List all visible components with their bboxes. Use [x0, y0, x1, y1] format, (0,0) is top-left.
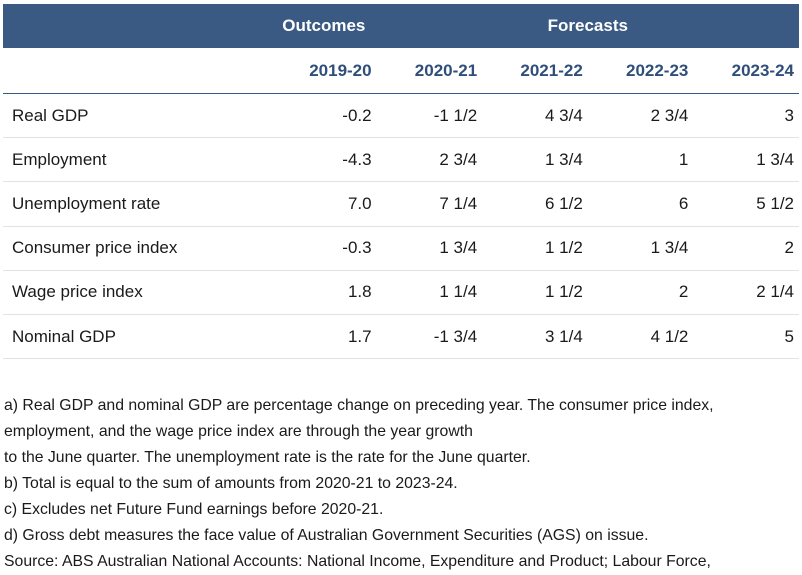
row-label: Consumer price index [3, 226, 271, 271]
table-cell: 1 1/2 [482, 226, 588, 271]
year-header-2020-21: 2020-21 [376, 48, 483, 94]
year-header-2019-20: 2019-20 [271, 48, 377, 94]
table-cell: 3 1/4 [482, 314, 588, 360]
table-cell: 4 1/2 [587, 314, 694, 360]
table-cell: -1 3/4 [376, 314, 483, 360]
source-note: Source: ABS Australian National Accounts… [4, 553, 711, 570]
table-cell: 2 3/4 [376, 137, 483, 183]
year-header-row: 2019-20 2020-21 2021-22 2022-23 2023-24 [3, 48, 799, 94]
table-cell: 2 [587, 270, 694, 315]
footnote-d: d) Gross debt measures the face value of… [4, 527, 649, 544]
table-cell: 1 3/4 [376, 226, 483, 271]
table-cell: 2 3/4 [587, 93, 694, 139]
table-cell: -1 1/2 [376, 93, 483, 139]
table-row: Employment -4.3 2 3/4 1 3/4 1 1 3/4 [3, 137, 799, 183]
table-row: Nominal GDP 1.7 -1 3/4 3 1/4 4 1/2 5 [3, 314, 799, 360]
footnote-a-line-3: to the June quarter. The unemployment ra… [4, 449, 531, 466]
table-cell: 1.7 [271, 314, 377, 360]
table-cell: -0.2 [271, 93, 377, 139]
row-label: Employment [3, 137, 271, 183]
table-cell: 7 1/4 [376, 181, 483, 227]
economic-parameters-table-container: Outcomes Forecasts 2019-20 2020-21 2021-… [3, 4, 799, 360]
economic-parameters-table: Outcomes Forecasts 2019-20 2020-21 2021-… [3, 4, 799, 360]
table-cell: 7.0 [271, 181, 377, 227]
table-cell: 1 [587, 137, 694, 183]
row-label: Unemployment rate [3, 181, 271, 227]
group-header-blank [3, 4, 271, 48]
column-group-header-row: Outcomes Forecasts [3, 4, 799, 48]
footnote-c: c) Excludes net Future Fund earnings bef… [4, 501, 384, 518]
table-cell: 1 3/4 [587, 226, 694, 271]
table-cell: 5 1/2 [693, 181, 799, 227]
year-header-2021-22: 2021-22 [482, 48, 588, 94]
table-cell: 2 [693, 226, 799, 271]
table-cell: -0.3 [271, 226, 377, 271]
table-row: Real GDP -0.2 -1 1/2 4 3/4 2 3/4 3 [3, 93, 799, 139]
outcomes-group-header: Outcomes [271, 4, 377, 48]
table-row: Wage price index 1.8 1 1/4 1 1/2 2 2 1/4 [3, 270, 799, 315]
table-footnotes: a) Real GDP and nominal GDP are percenta… [4, 393, 800, 575]
table-cell: 4 3/4 [482, 93, 588, 139]
table-row: Consumer price index -0.3 1 3/4 1 1/2 1 … [3, 226, 799, 271]
table-cell: 5 [693, 314, 799, 360]
table-cell: 1 3/4 [693, 137, 799, 183]
year-header-2022-23: 2022-23 [587, 48, 694, 94]
row-label: Wage price index [3, 270, 271, 315]
table-cell: 6 1/2 [482, 181, 588, 227]
footnote-a-line-2: employment, and the wage price index are… [4, 423, 473, 440]
table-cell: 1 1/4 [376, 270, 483, 315]
table-cell: 3 [693, 93, 799, 139]
table-cell: 6 [587, 181, 694, 227]
table-cell: 1 3/4 [482, 137, 588, 183]
table-cell: -4.3 [271, 137, 377, 183]
table-cell: 2 1/4 [693, 270, 799, 315]
footnote-b: b) Total is equal to the sum of amounts … [4, 475, 458, 492]
footnote-a-line-1: a) Real GDP and nominal GDP are percenta… [4, 397, 714, 414]
row-label: Real GDP [3, 93, 271, 139]
forecasts-group-header: Forecasts [376, 4, 799, 48]
year-header-blank [3, 48, 271, 94]
table-cell: 1.8 [271, 270, 377, 315]
year-header-2023-24: 2023-24 [693, 48, 799, 94]
table-cell: 1 1/2 [482, 270, 588, 315]
table-row: Unemployment rate 7.0 7 1/4 6 1/2 6 5 1/… [3, 181, 799, 227]
row-label: Nominal GDP [3, 314, 271, 360]
